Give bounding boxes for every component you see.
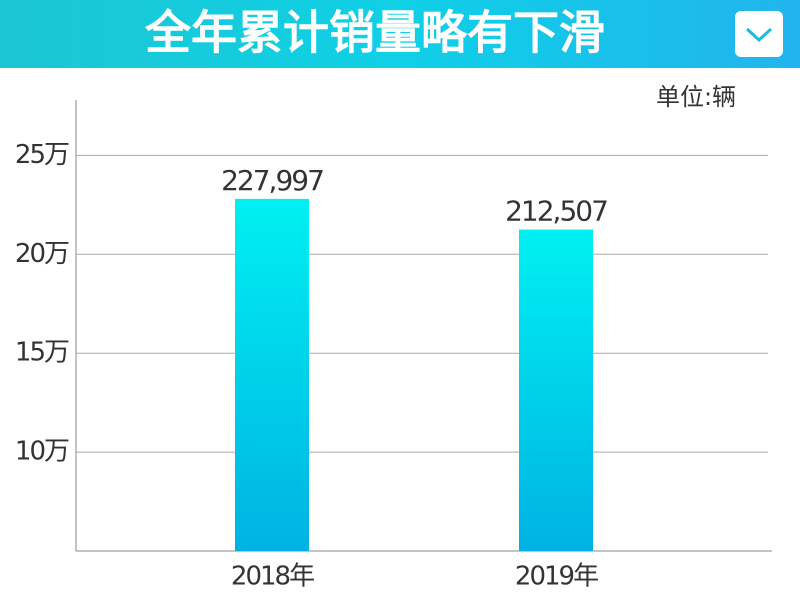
unit-label: 单位:辆 (656, 83, 736, 111)
x-tick-label: 2019年 (515, 562, 598, 592)
y-tick-label: 10万 (15, 437, 69, 467)
value-label: 212,507 (505, 195, 607, 228)
x-tick-label: 2018年 (231, 562, 314, 592)
dropdown-button[interactable] (735, 11, 783, 57)
bar (519, 229, 593, 551)
chart-title: 全年累计销量略有下滑 (144, 6, 605, 60)
y-tick-label: 25万 (15, 140, 69, 170)
y-tick-label: 15万 (15, 338, 69, 368)
value-label: 227,997 (221, 164, 323, 197)
bar (235, 198, 309, 552)
y-tick-label: 20万 (15, 239, 69, 269)
header-band (0, 0, 800, 68)
